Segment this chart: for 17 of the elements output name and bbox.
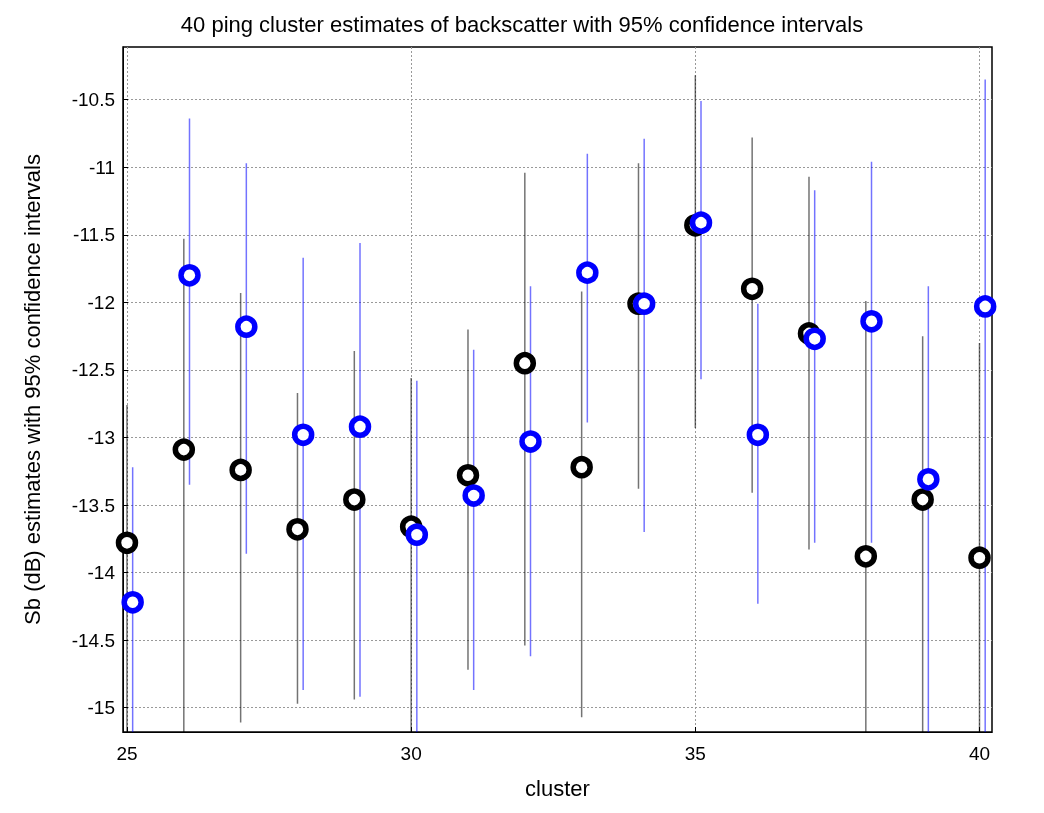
x-tick-label: 30 (400, 743, 422, 764)
y-tick-label: -15 (87, 697, 115, 719)
y-tick-label: -13.5 (71, 494, 115, 516)
y-tick-label: -12.5 (71, 359, 115, 381)
y-tick-label: -11.5 (73, 224, 115, 246)
x-tick-label: 25 (116, 743, 138, 764)
x-tick-label: 40 (968, 743, 991, 764)
y-tick-label: -14.5 (71, 629, 115, 651)
chart-title: 40 ping cluster estimates of backscatter with 95% confidence intervals (180, 11, 864, 37)
y-tick-label: -12 (87, 291, 115, 313)
y-tick-label: -11 (88, 156, 115, 178)
y-tick-label: -10.5 (71, 89, 115, 111)
x-axis-title: cluster (525, 775, 590, 801)
y-tick-label: -13 (87, 426, 115, 448)
x-tick-label: 35 (684, 743, 706, 764)
y-axis-title: Sb (dB) estimates with 95% confidence intervals (19, 154, 45, 625)
y-tick-label: -14 (87, 562, 116, 584)
